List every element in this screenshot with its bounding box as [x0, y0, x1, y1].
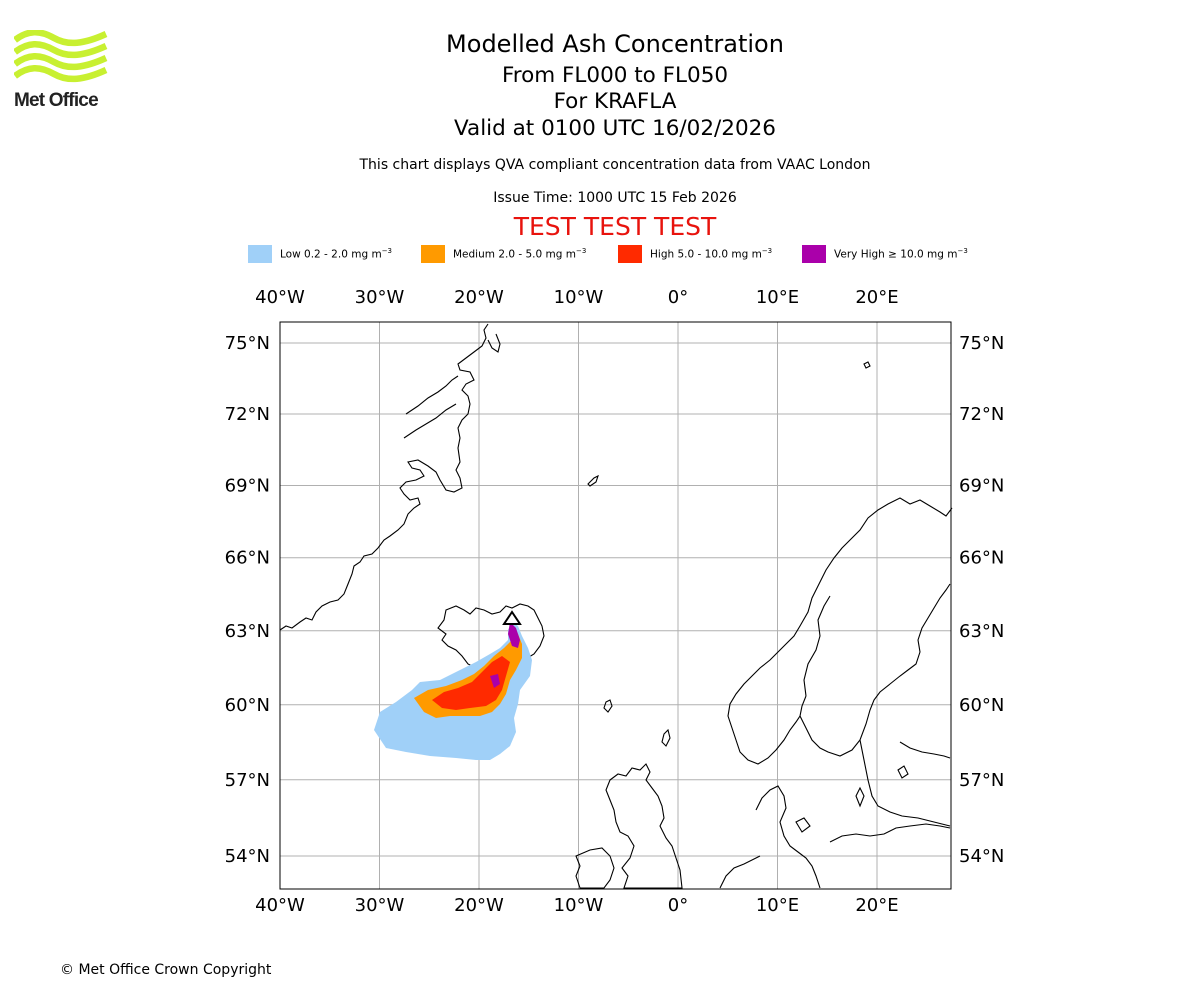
lat-tick-label: 72°N [225, 404, 270, 425]
lon-tick-label: 10°W [554, 287, 604, 308]
lat-tick-label: 60°N [959, 695, 1004, 716]
legend-label-medium: Medium 2.0 - 5.0 mg m [453, 248, 576, 261]
legend-item-low: Low 0.2 - 2.0 mg m−3 [248, 244, 392, 264]
lat-tick-label: 54°N [959, 846, 1004, 867]
danish-islands [795, 817, 811, 833]
greenland-coast [279, 323, 489, 631]
lat-tick-label: 69°N [959, 476, 1004, 497]
denmark [755, 785, 821, 889]
legend-label-very-high: Very High ≥ 10.0 mg m [834, 248, 958, 261]
aland [897, 765, 909, 779]
chart-description: This chart displays QVA compliant concen… [359, 157, 871, 173]
ash-plume [374, 622, 532, 760]
baltic-south [829, 823, 951, 843]
lat-tick-label: 75°N [959, 333, 1004, 354]
valid-time: Valid at 0100 UTC 16/02/2026 [453, 116, 776, 141]
legend-item-very-high: Very High ≥ 10.0 mg m−3 [802, 244, 968, 264]
ireland [575, 847, 615, 889]
lat-tick-label: 72°N [959, 404, 1004, 425]
finland-coast [899, 741, 951, 759]
volcano-triangle-icon [502, 610, 522, 625]
lon-tick-label: 30°W [355, 287, 405, 308]
copyright: © Met Office Crown Copyright [60, 962, 272, 978]
lon-tick-label: 40°W [255, 895, 305, 916]
ash-high-region [432, 656, 510, 710]
chart-title: Modelled Ash Concentration [446, 30, 784, 58]
iceland [437, 603, 545, 671]
coastlines [279, 323, 953, 889]
lat-tick-label: 60°N [225, 695, 270, 716]
svalbard-islet [863, 361, 871, 369]
legend-swatch-very-high [802, 245, 826, 263]
lat-tick-label: 63°N [959, 621, 1004, 642]
lat-tick-label: 57°N [959, 770, 1004, 791]
legend-item-high: High 5.0 - 10.0 mg m−3 [618, 244, 772, 264]
faroe-islands [603, 699, 613, 713]
lat-tick-label: 69°N [225, 476, 270, 497]
volcano-name: For KRAFLA [553, 89, 677, 114]
met-office-logo: Met Office [13, 29, 108, 112]
issue-time: Issue Time: 1000 UTC 15 Feb 2026 [493, 190, 737, 206]
concentration-legend: Low 0.2 - 2.0 mg m−3 Medium 2.0 - 5.0 mg… [0, 244, 1200, 264]
lat-tick-label: 63°N [225, 621, 270, 642]
lat-tick-label: 66°N [225, 548, 270, 569]
met-office-waves-icon [13, 29, 108, 83]
test-banner: TEST TEST TEST [513, 212, 717, 241]
lon-tick-label: 10°E [756, 287, 799, 308]
legend-swatch-high [618, 245, 642, 263]
scandinavia-coast [727, 497, 953, 765]
jan-mayen [587, 474, 599, 487]
lon-tick-label: 0° [668, 287, 688, 308]
continent-coast [719, 855, 761, 889]
map-frame [279, 321, 952, 890]
map-gridlines [279, 322, 951, 889]
ash-very-high-core [490, 674, 500, 688]
greenland-fjord-2 [403, 403, 457, 439]
legend-swatch-low [248, 245, 272, 263]
lon-tick-label: 20°W [454, 287, 504, 308]
lat-tick-label: 57°N [225, 770, 270, 791]
flight-level-range: From FL000 to FL050 [501, 63, 729, 88]
legend-item-medium: Medium 2.0 - 5.0 mg m−3 [421, 244, 586, 264]
lat-tick-label: 66°N [959, 548, 1004, 569]
legend-label-high: High 5.0 - 10.0 mg m [650, 248, 762, 261]
great-britain [605, 763, 683, 889]
legend-label-low: Low 0.2 - 2.0 mg m [280, 248, 382, 261]
shetland [661, 728, 671, 747]
gotland [855, 786, 865, 808]
lon-tick-label: 10°W [554, 895, 604, 916]
ash-very-high-region [508, 622, 520, 648]
legend-swatch-medium [421, 245, 445, 263]
sweden-coast [803, 595, 831, 697]
gulf-coast [859, 739, 951, 827]
lon-tick-label: 10°E [756, 895, 799, 916]
lat-tick-label: 75°N [225, 333, 270, 354]
lon-tick-label: 0° [668, 895, 688, 916]
lon-tick-label: 20°E [855, 895, 898, 916]
lon-tick-label: 40°W [255, 287, 305, 308]
lat-tick-label: 54°N [225, 846, 270, 867]
axis-labels: 40°W 40°W 30°W 30°W 20°W 20°W 10°W 10°W 0° 0° 10°E… [225, 287, 1005, 916]
greenland-inlet [487, 333, 501, 353]
greenland-fjord [405, 375, 459, 415]
lon-tick-label: 20°E [855, 287, 898, 308]
logo-text: Met Office [14, 90, 99, 111]
lon-tick-label: 20°W [454, 895, 504, 916]
baltic-coast [799, 583, 951, 757]
lon-tick-label: 30°W [355, 895, 405, 916]
